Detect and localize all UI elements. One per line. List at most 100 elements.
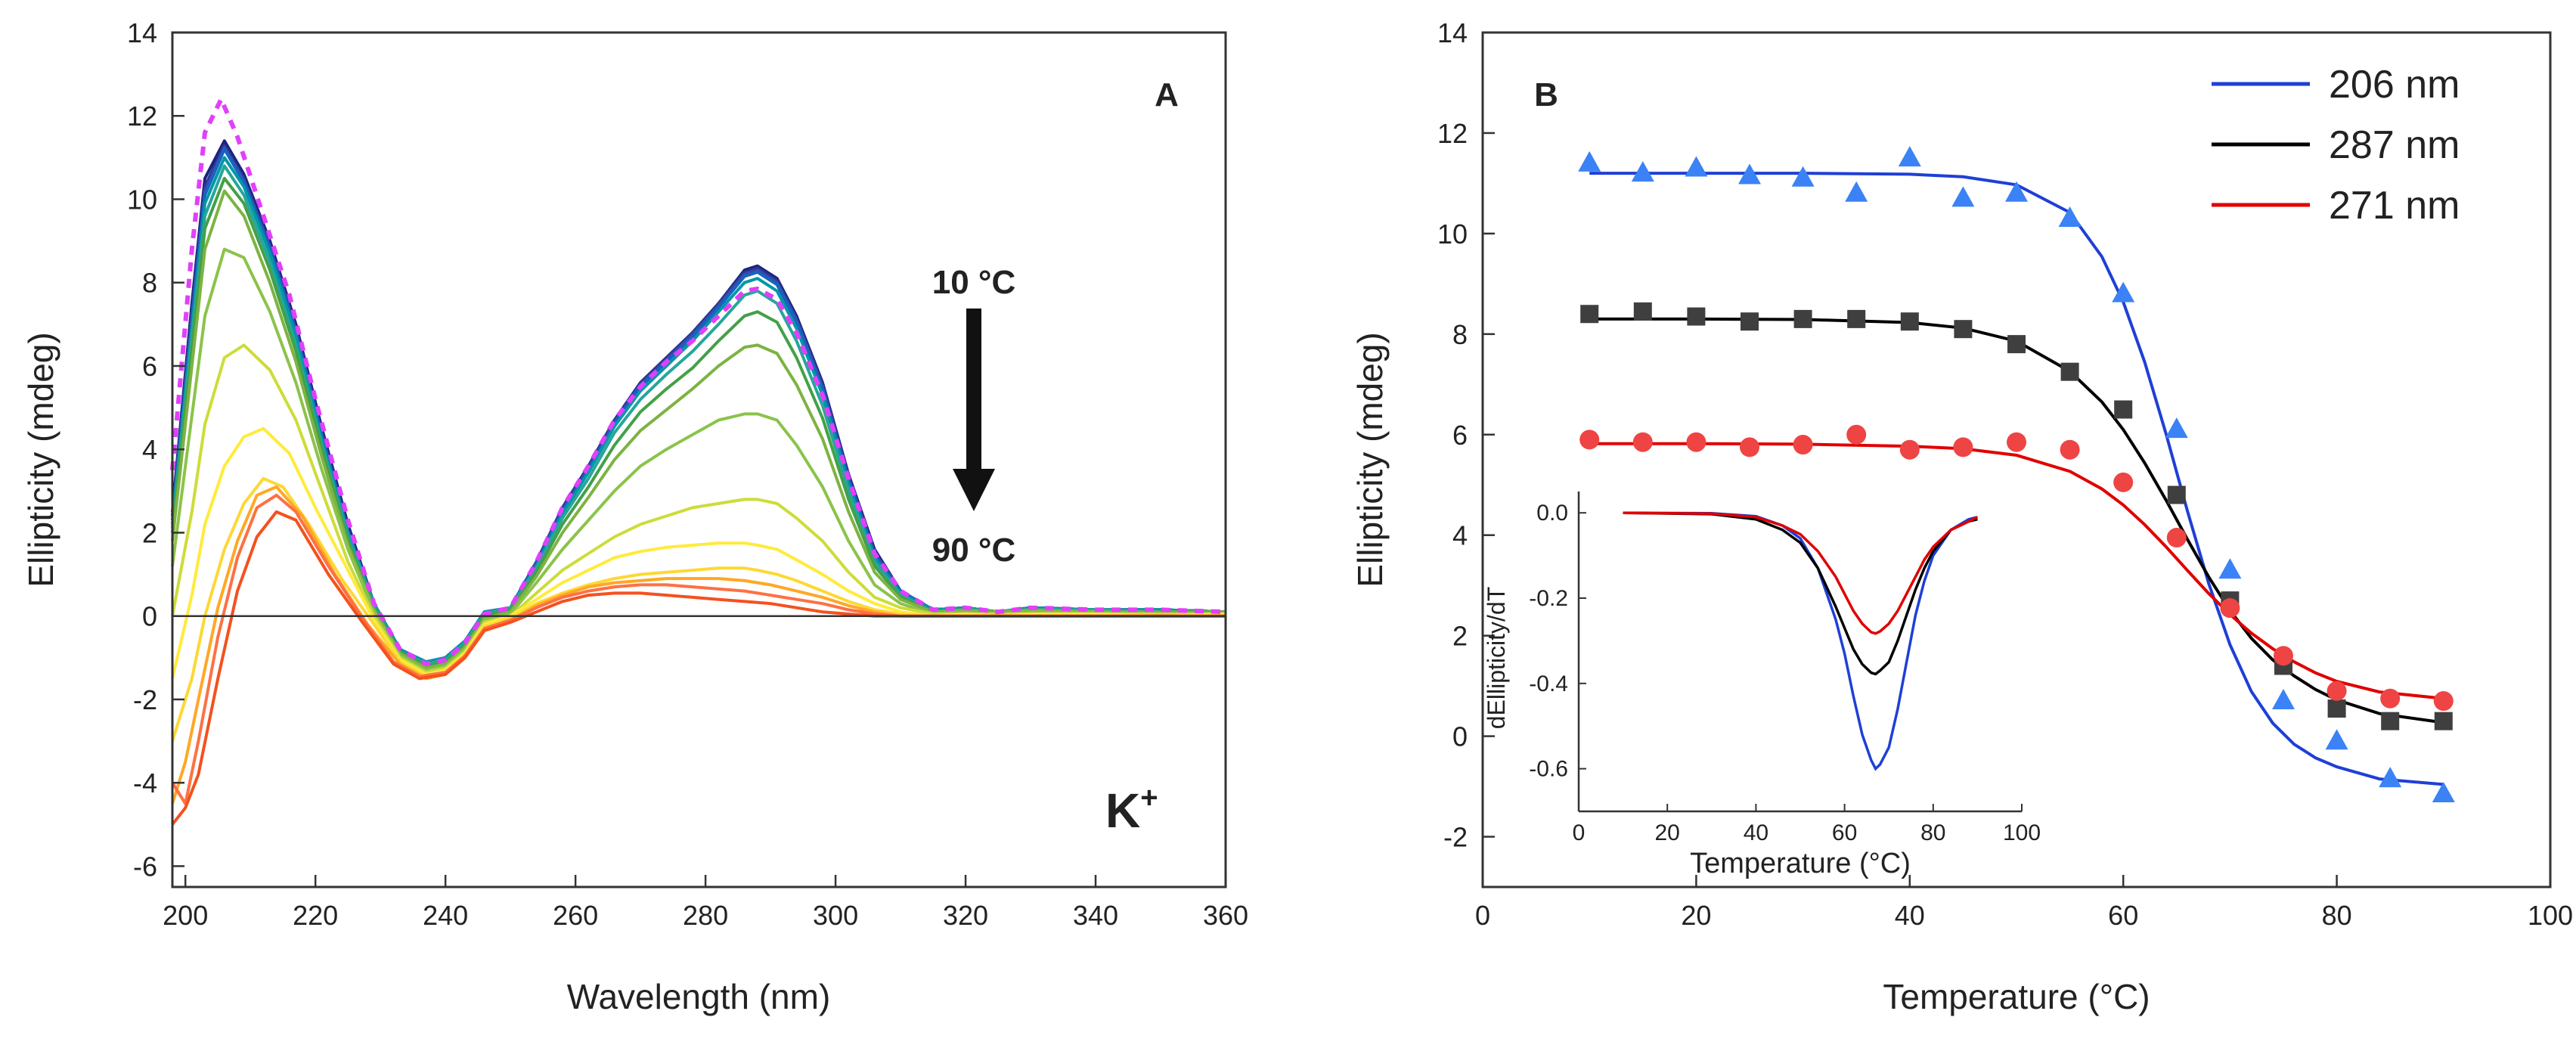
inset-line-2 <box>1623 511 1979 635</box>
panel-b-x-tick-label: 40 <box>1895 900 1925 931</box>
panel-a-y-ticks: -6 -4 -2 0 2 4 6 8 10 12 14 <box>127 17 184 882</box>
panel-b-fit-0 <box>1589 172 2444 786</box>
panel-b-marker-2 <box>1953 437 1973 457</box>
start-temp-label: 10 °C <box>932 264 1016 301</box>
legend-label-271: 271 nm <box>2329 184 2460 228</box>
panel-b-marker-1 <box>2327 699 2346 718</box>
panel-a-x-tick-label: 220 <box>293 900 338 931</box>
panel-a-x-tick-label: 320 <box>943 900 988 931</box>
inset-x-tick-label: 60 <box>1832 820 1857 845</box>
panel-b-marker-0 <box>1845 181 1868 202</box>
ion-charge: + <box>1140 781 1158 814</box>
inset-y-tick-label: 0.0 <box>1536 501 1568 526</box>
panel-b-x-tick-label: 80 <box>2322 900 2352 931</box>
panel-b-y-tick-label: 8 <box>1452 319 1468 350</box>
panel-b-marker-0 <box>2218 558 2242 579</box>
panel-b-marker-1 <box>1847 309 1866 328</box>
panel-a-x-tick-label: 300 <box>813 900 858 931</box>
panel-b-x-tick-label: 60 <box>2108 900 2138 931</box>
panel-b-marker-0 <box>2432 782 2455 803</box>
panel-a-series <box>170 97 1226 826</box>
panel-b-marker-1 <box>1900 312 1919 331</box>
panel-a-x-ticks: 200 220 240 260 280 300 320 340 360 <box>163 875 1248 931</box>
panel-b-y-tick-label: 14 <box>1437 17 1468 48</box>
panel-b-y-tick-label: -2 <box>1443 822 1468 853</box>
derivative-inset: 0 20 40 60 80 100 0.0 -0.2 -0.4 -0.6 Temperature… <box>1483 492 2041 879</box>
inset-x-tick-label: 100 <box>2003 820 2041 845</box>
panel-b-y-tick-label: 2 <box>1452 621 1468 652</box>
panel-b-marker-1 <box>2114 400 2133 419</box>
panel-a-x-tick-label: 340 <box>1073 900 1118 931</box>
panel-b-fit-2 <box>1589 442 2444 700</box>
panel-a-y-tick-label: 10 <box>127 184 157 215</box>
panel-b-xlabel: Temperature (°C) <box>1883 977 2150 1016</box>
panel-b-marker-1 <box>2007 335 2026 354</box>
panel-a-x-tick-label: 360 <box>1203 900 1248 931</box>
panel-b-marker-0 <box>1951 186 1975 207</box>
panel-b-fit-1 <box>1589 317 2444 724</box>
inset-x-ticks: 0 20 40 60 80 100 <box>1573 804 2041 845</box>
panel-b-marker-2 <box>1740 437 1759 457</box>
inset-y-tick-label: -0.6 <box>1529 757 1568 782</box>
panel-b-marker-0 <box>2379 767 2402 788</box>
inset-lines <box>1623 511 1979 771</box>
legend-label-287: 287 nm <box>2329 123 2460 167</box>
panel-b-marker-2 <box>2007 432 2026 452</box>
panel-a-y-tick-label: 8 <box>142 268 157 299</box>
panel-b-marker-0 <box>2272 689 2295 710</box>
panel-a-y-tick-label: 4 <box>142 434 157 465</box>
panel-b-y-tick-label: 12 <box>1437 118 1468 149</box>
panel-b-frame <box>1481 31 2552 888</box>
panel-b-marker-2 <box>1846 424 1867 445</box>
panel-b-marker-1 <box>1687 307 1706 326</box>
panel-b-marker-1 <box>1793 309 1812 328</box>
panel-b-y-tick-label: 10 <box>1437 219 1468 250</box>
panel-b-y-tick-label: 6 <box>1452 420 1468 451</box>
panel-b-marker-2 <box>2326 681 2347 701</box>
inset-x-tick-label: 0 <box>1573 820 1586 845</box>
panel-b-marker-2 <box>2166 528 2187 548</box>
panel-a-y-tick-label: 2 <box>142 517 157 548</box>
panel-a-x-tick-label: 260 <box>553 900 598 931</box>
panel-b-marker-2 <box>1632 432 1653 452</box>
panel-b-marker-2 <box>1793 435 1813 455</box>
inset-line-1 <box>1623 511 1978 676</box>
panel-b-y-tick-label: 4 <box>1452 520 1468 551</box>
panel-a-y-tick-label: 6 <box>142 351 157 382</box>
inset-y-tick-label: -0.4 <box>1529 671 1568 696</box>
panel-a-letter: A <box>1155 76 1179 113</box>
panel-a-x-tick-label: 200 <box>163 900 208 931</box>
panel-a-xlabel: Wavelength (nm) <box>567 977 831 1016</box>
panel-b-marker-1 <box>2167 485 2186 504</box>
panel-b-x-ticks: 0 20 40 60 80 100 <box>1475 875 2573 931</box>
panel-b-marker-0 <box>2325 729 2348 750</box>
panel-a-series-9 <box>171 343 1226 675</box>
panel-a-series-15 <box>170 97 1226 667</box>
panel-b-fit-lines <box>1589 172 2444 786</box>
panel-b-marker-2 <box>1899 439 1920 460</box>
panel-b-marker-0 <box>1685 156 1708 177</box>
panel-b-marker-2 <box>1579 430 1600 450</box>
panel-a-y-tick-label: -4 <box>133 768 157 799</box>
panel-a-y-tick-label: 12 <box>127 101 157 132</box>
panel-b-marker-1 <box>1954 320 1973 339</box>
panel-b-y-tick-label: 0 <box>1452 721 1468 752</box>
panel-a-y-tick-label: -2 <box>133 684 157 715</box>
legend-label-206: 206 nm <box>2329 63 2460 107</box>
inset-ylabel: dEllipticity/dT <box>1483 587 1510 730</box>
panel-b-marker-1 <box>2381 712 2400 730</box>
panel-b-letter: B <box>1534 76 1558 113</box>
inset-x-tick-label: 80 <box>1920 820 1945 845</box>
panel-b-x-tick-label: 100 <box>2528 900 2573 931</box>
panel-b-marker-1 <box>2434 712 2453 730</box>
inset-y-tick-label: -0.2 <box>1529 586 1568 611</box>
end-temp-label: 90 °C <box>932 532 1016 569</box>
panel-b-y-ticks: -2 0 2 4 6 8 10 12 14 <box>1437 17 1495 853</box>
panel-b: 0 20 40 60 80 100 -2 0 2 4 6 8 10 12 14 Temperature (… <box>1350 17 2573 1016</box>
panel-b-marker-2 <box>2220 598 2240 619</box>
panel-a-y-tick-label: 14 <box>127 17 157 48</box>
panel-b-marker-0 <box>2112 281 2135 302</box>
inset-x-tick-label: 40 <box>1744 820 1768 845</box>
panel-b-markers <box>1578 146 2455 803</box>
